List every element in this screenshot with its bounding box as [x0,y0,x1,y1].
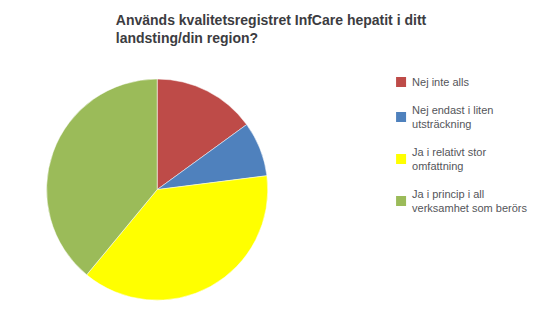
svg-text:utsträckning: utsträckning [412,118,471,130]
svg-text:Nej endast i liten: Nej endast i liten [412,104,493,116]
svg-text:omfattning: omfattning [412,160,463,172]
svg-text:Ja i relativt stor: Ja i relativt stor [412,146,486,158]
svg-text:Används kvalitetsregistret Inf: Används kvalitetsregistret InfCare hepat… [116,12,427,28]
svg-text:Nej inte alls: Nej inte alls [412,76,469,88]
svg-text:verksamhet som berörs: verksamhet som berörs [412,202,527,214]
svg-text:Ja i princip i all: Ja i princip i all [412,188,484,200]
svg-text:landsting/din region?: landsting/din region? [116,30,258,46]
